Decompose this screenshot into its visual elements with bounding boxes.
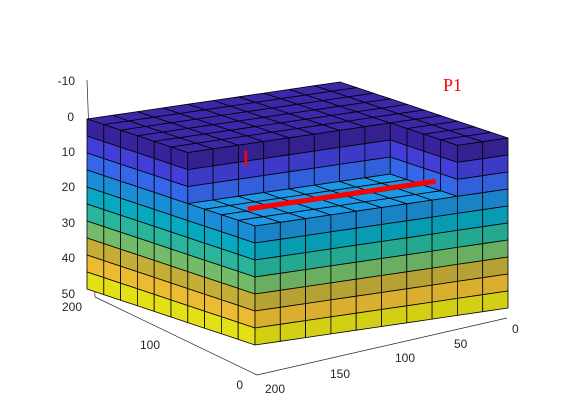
- cell-cutout-back: [288, 167, 315, 190]
- x-tick-label: 0: [512, 322, 519, 336]
- z-tick-label: 30: [62, 216, 76, 230]
- x-tick-label: 150: [330, 367, 350, 381]
- x-tick-label: 200: [265, 382, 285, 396]
- cell-front: [431, 297, 458, 320]
- cell-cutout-back: [364, 156, 391, 179]
- cell-front: [456, 294, 484, 316]
- y-tick-label: 100: [140, 338, 160, 352]
- cell-cutout-back: [339, 160, 366, 182]
- cell-front: [381, 305, 408, 327]
- cell-front: [355, 309, 382, 331]
- y-tick-label: 200: [62, 300, 82, 314]
- well-p1: [244, 150, 436, 212]
- cell-cutout-back: [237, 175, 265, 197]
- well-label-p1: P1: [443, 75, 462, 95]
- x-tick-label: 50: [454, 337, 468, 351]
- cell-cutout-back: [212, 178, 239, 201]
- z-tick-label: 50: [62, 287, 76, 301]
- x-tick-label: 100: [395, 351, 415, 365]
- cell-front: [482, 290, 509, 313]
- cell-front: [330, 312, 357, 335]
- grid-block: [86, 81, 509, 346]
- z-tick-label: 20: [62, 180, 76, 194]
- cell-cutout-back: [263, 171, 290, 193]
- z-tick-label: -10: [58, 74, 76, 88]
- y-tick-label: 0: [236, 378, 243, 392]
- cell-cutout-back: [187, 182, 214, 205]
- x-axis-line: [256, 317, 508, 376]
- z-tick-label: 40: [62, 251, 76, 265]
- z-tick-label: 10: [62, 145, 76, 159]
- cell-front: [406, 301, 433, 324]
- cell-front: [305, 316, 332, 339]
- z-tick-label: 0: [67, 110, 74, 124]
- well-trajectory-horizontal: [247, 178, 436, 212]
- cell-cutout-back: [313, 163, 341, 186]
- cell-front: [254, 323, 281, 346]
- y-axis-line: [94, 296, 258, 376]
- cell-front: [279, 320, 307, 342]
